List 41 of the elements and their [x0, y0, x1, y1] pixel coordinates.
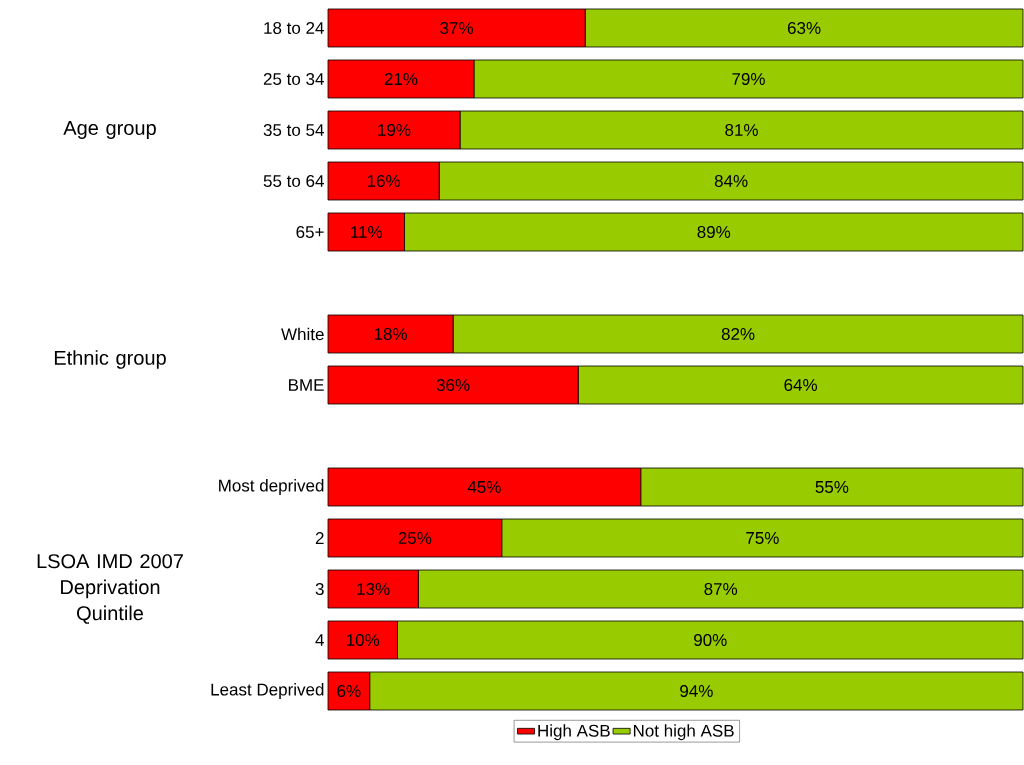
y-tick-label: 3: [315, 582, 324, 596]
legend-label: High ASB: [538, 724, 610, 741]
text: LSOA IMD 2007 Deprivation Quintile: [37, 554, 183, 624]
y-tick-label: 4: [315, 634, 324, 646]
data-label: 6%: [337, 684, 361, 698]
y-tick-label: 65+: [296, 225, 324, 239]
data-label: 18%: [374, 327, 407, 341]
data-label: 89%: [697, 225, 731, 239]
data-label: 79%: [732, 72, 765, 86]
data-label: 21%: [384, 73, 418, 85]
data-label: 45%: [467, 481, 501, 493]
y-tick-label: Least Deprived: [211, 683, 324, 699]
data-label: 55%: [815, 481, 849, 493]
data-label: 81%: [725, 123, 758, 137]
text: Ethnic group: [54, 350, 166, 369]
y-tick-label: 35 to 54: [263, 123, 324, 137]
data-label: 94%: [680, 684, 713, 698]
data-label: 84%: [714, 174, 748, 188]
y-tick-label: White: [281, 327, 324, 341]
y-tick-label: 18 to 24: [264, 21, 324, 35]
data-label: 64%: [784, 378, 818, 392]
data-label: 11%: [351, 226, 382, 238]
y-tick-label: 25 to 34: [263, 72, 324, 86]
y-tick-label: 2: [315, 532, 324, 544]
data-label: 13%: [357, 582, 390, 596]
data-label: 87%: [704, 582, 738, 596]
data-label: 36%: [436, 378, 470, 392]
data-label: 82%: [721, 327, 755, 341]
y-tick-label: Most deprived: [219, 479, 324, 495]
legend-label: Not high ASB: [633, 724, 734, 741]
data-label: 90%: [694, 633, 727, 647]
y-tick-label: BME: [289, 379, 324, 391]
data-label: 63%: [787, 21, 821, 35]
text: Age group: [63, 121, 156, 139]
data-label: 16%: [367, 174, 401, 188]
data-label: 10%: [347, 633, 380, 647]
data-label: 25%: [398, 531, 432, 545]
data-label: 19%: [378, 123, 411, 137]
data-label: 37%: [440, 21, 473, 35]
data-label: 75%: [746, 532, 779, 544]
y-tick-label: 55 to 64: [263, 174, 324, 188]
